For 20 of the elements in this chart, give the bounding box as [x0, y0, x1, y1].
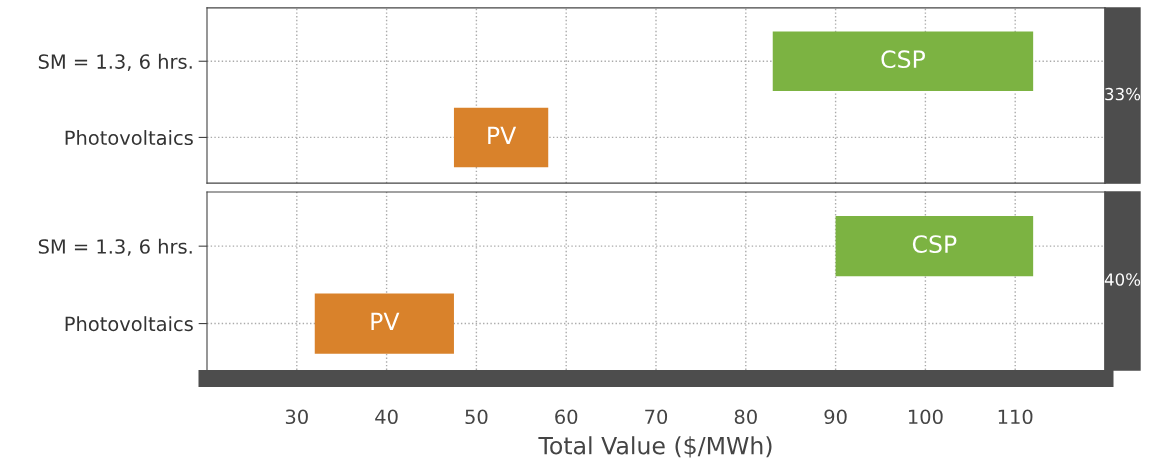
x-tick-label: 100 [908, 409, 943, 425]
x-tick-label: 70 [645, 409, 668, 425]
text: 33% [1105, 87, 1141, 101]
x-tick-label: 40 [375, 409, 398, 425]
x-axis-title: Total Value ($/MWh) [538, 436, 772, 458]
annotation: 40% [1104, 273, 1141, 286]
data-label: CSP [912, 235, 957, 254]
data-label: PV [371, 312, 400, 331]
x-tick-label: 110 [998, 409, 1033, 425]
x-tick-label: 50 [465, 409, 488, 425]
y-tick-label: SM = 1.3, 6 hrs. [38, 238, 192, 256]
x-tick-label: 80 [734, 409, 757, 425]
y-tick-label: Photovoltaics [65, 130, 193, 146]
x-tick-label: 30 [285, 409, 308, 425]
y-tick-label: SM = 1.3, 6 hrs. [38, 53, 192, 71]
data-label: PV [488, 126, 517, 144]
x-tick-label: 90 [824, 409, 847, 425]
data-label: CSP [881, 50, 925, 69]
x-tick-label: 60 [555, 409, 578, 425]
y-tick-label: Photovoltaics [65, 316, 193, 332]
